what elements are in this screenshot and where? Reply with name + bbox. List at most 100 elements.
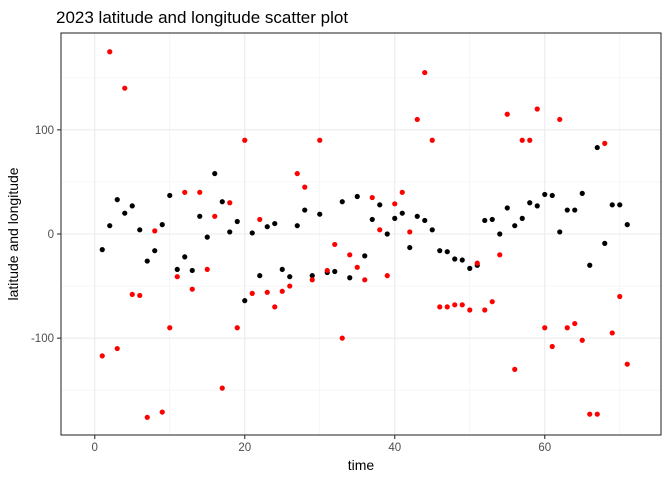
- data-point-series-2: [197, 189, 203, 195]
- data-point-series-2: [114, 345, 120, 352]
- data-point-series-2: [347, 252, 353, 258]
- data-point-series-1: [512, 223, 518, 229]
- data-point-series-2: [137, 292, 143, 299]
- data-point-series-1: [347, 275, 353, 281]
- data-point-series-2: [189, 286, 195, 292]
- data-point-series-2: [309, 277, 315, 283]
- data-point-series-1: [272, 220, 278, 227]
- data-point-series-1: [204, 234, 210, 240]
- data-point-series-2: [414, 116, 420, 123]
- x-tick-label: 20: [238, 442, 251, 454]
- data-point-series-2: [429, 137, 435, 143]
- x-axis-title: time: [348, 457, 375, 473]
- data-point-series-1: [617, 202, 623, 208]
- data-point-series-2: [482, 307, 488, 313]
- data-point-series-1: [302, 207, 308, 213]
- data-point-series-1: [227, 229, 233, 235]
- data-point-series-2: [624, 361, 630, 367]
- data-point-series-2: [204, 266, 210, 273]
- data-point-series-2: [279, 288, 285, 294]
- data-point-series-1: [429, 227, 435, 233]
- grid-major: [61, 33, 661, 435]
- data-point-series-2: [174, 274, 180, 280]
- data-point-series-2: [317, 137, 323, 143]
- data-point-series-1: [107, 223, 113, 229]
- data-point-series-2: [392, 201, 398, 207]
- data-point-series-1: [167, 192, 173, 199]
- data-point-series-1: [399, 210, 405, 216]
- data-point-series-2: [257, 216, 263, 223]
- data-point-series-2: [399, 189, 405, 195]
- data-point-series-1: [384, 231, 390, 237]
- data-point-series-2: [144, 414, 150, 420]
- data-point-series-1: [527, 200, 533, 206]
- data-point-series-1: [354, 193, 360, 200]
- data-points: [99, 49, 630, 420]
- data-point-series-1: [219, 199, 225, 205]
- data-point-series-2: [549, 343, 555, 350]
- data-point-series-1: [264, 224, 270, 230]
- data-point-series-1: [99, 247, 105, 253]
- data-point-series-2: [369, 194, 375, 201]
- data-point-series-2: [99, 353, 105, 359]
- data-point-series-2: [354, 264, 360, 270]
- data-point-series-1: [414, 213, 420, 219]
- data-point-series-2: [227, 200, 233, 206]
- data-point-series-2: [219, 385, 225, 391]
- data-point-series-1: [572, 207, 578, 213]
- data-point-series-1: [407, 244, 413, 251]
- data-point-series-1: [459, 257, 465, 263]
- data-point-series-1: [467, 265, 473, 271]
- data-point-series-1: [534, 203, 540, 209]
- data-point-series-2: [512, 366, 518, 372]
- data-point-series-1: [482, 217, 488, 224]
- data-point-series-1: [422, 217, 428, 224]
- data-point-series-1: [249, 230, 255, 236]
- data-point-series-1: [437, 248, 443, 254]
- data-point-series-2: [287, 283, 293, 289]
- data-point-series-1: [444, 249, 450, 255]
- chart-title: 2023 latitude and longitude scatter plot: [56, 8, 348, 27]
- data-point-series-2: [167, 325, 173, 331]
- data-point-series-2: [384, 273, 390, 279]
- data-point-series-1: [497, 231, 503, 237]
- data-point-series-2: [542, 325, 548, 331]
- data-point-series-1: [114, 197, 120, 203]
- data-point-series-1: [362, 253, 368, 259]
- data-point-series-1: [369, 216, 375, 223]
- data-point-series-1: [587, 262, 593, 268]
- data-point-series-1: [489, 216, 495, 223]
- data-point-series-1: [257, 273, 263, 279]
- data-point-series-2: [377, 227, 383, 233]
- data-point-series-2: [474, 260, 480, 266]
- data-point-series-1: [452, 256, 458, 262]
- data-point-series-2: [302, 184, 308, 190]
- data-point-series-1: [174, 266, 180, 273]
- data-point-series-2: [212, 213, 218, 219]
- data-point-series-2: [452, 302, 458, 308]
- data-point-series-2: [332, 241, 338, 248]
- data-point-series-2: [497, 252, 503, 258]
- data-point-series-1: [152, 248, 158, 254]
- data-point-series-2: [234, 325, 240, 331]
- data-point-series-1: [189, 267, 195, 274]
- y-tick-label: 100: [35, 125, 54, 137]
- data-point-series-1: [557, 229, 563, 235]
- data-point-series-2: [609, 330, 615, 336]
- data-point-series-1: [122, 210, 128, 216]
- data-point-series-2: [407, 229, 413, 235]
- data-point-series-1: [549, 192, 555, 199]
- data-point-series-1: [519, 215, 525, 221]
- data-point-series-2: [249, 290, 255, 296]
- data-point-series-1: [377, 202, 383, 208]
- data-point-series-2: [107, 49, 113, 55]
- data-point-series-2: [587, 411, 593, 417]
- data-point-series-2: [264, 289, 270, 295]
- data-point-series-1: [564, 207, 570, 213]
- data-point-series-1: [317, 211, 323, 217]
- data-point-series-2: [504, 111, 510, 117]
- data-point-series-1: [159, 222, 165, 228]
- data-point-series-2: [339, 335, 345, 341]
- data-point-series-2: [242, 137, 248, 143]
